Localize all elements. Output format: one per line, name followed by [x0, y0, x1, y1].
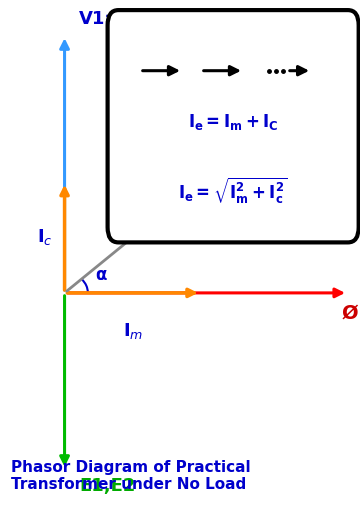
Text: α: α	[95, 266, 107, 284]
Text: I$_e$: I$_e$	[149, 199, 164, 219]
Text: Ø: Ø	[341, 303, 358, 322]
Text: E1,E2: E1,E2	[79, 477, 135, 495]
Text: Phasor Diagram of Practical
Transformer under No Load: Phasor Diagram of Practical Transformer …	[11, 460, 251, 492]
Text: $\mathbf{I_e = \sqrt{I_m^2 + I_c^2}}$: $\mathbf{I_e = \sqrt{I_m^2 + I_c^2}}$	[178, 176, 288, 206]
FancyBboxPatch shape	[108, 10, 359, 242]
Text: I$_m$: I$_m$	[122, 321, 143, 341]
Text: V1=-E1: V1=-E1	[79, 10, 153, 28]
Text: I$_c$: I$_c$	[37, 227, 53, 247]
Text: $\mathbf{I_e = I_m + I_C}$: $\mathbf{I_e = I_m + I_C}$	[188, 112, 279, 132]
